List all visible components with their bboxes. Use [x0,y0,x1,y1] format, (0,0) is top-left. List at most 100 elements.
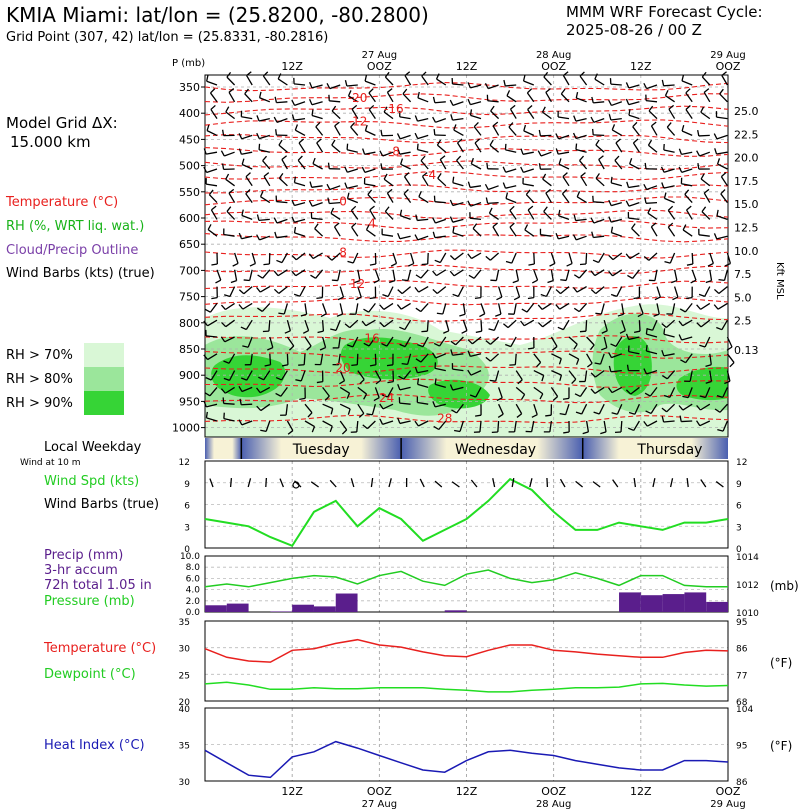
wind-barb-shaft [439,159,447,170]
wind-barb-flag [297,155,303,161]
wind-barb [449,269,464,277]
wind-barb-shaft [682,229,693,237]
wind-barb-flag [387,188,393,194]
wind-barb-flag [654,296,661,301]
wind-barb [396,302,411,310]
wind-barb-shaft [550,336,558,347]
wind-barb-shaft [281,159,288,170]
wind-barb-flag [326,83,331,89]
heat-index-label: Heat Index (°C) [44,738,145,753]
wind-barb-shaft [241,134,253,140]
wind-barb-flag [274,231,278,238]
wind-barb-flag [610,226,614,233]
wind-barb-flag [586,362,593,368]
wind-barb-flag [432,116,437,123]
wind-barb [311,109,323,120]
wind-barb-shaft [514,353,517,365]
wind-barb-flag [467,200,472,207]
wind-barb [364,124,376,136]
isotherm-label: -4 [424,168,436,182]
wind-barb-shaft [507,319,517,329]
wind-barb-shaft [526,92,535,103]
wind-barb [579,252,588,266]
wind-barb-shaft [392,269,396,281]
legend-wind: Wind Barbs (kts) (true) [6,266,155,281]
isotherm-line [204,160,729,170]
wind-speed-tick-right: 6 [736,502,742,512]
wind-barb [643,368,658,375]
wind-barb [316,286,324,299]
wind-barb [560,269,570,282]
wind-barb-shaft [611,353,623,359]
bottom-time-label: 12Z [456,785,478,798]
wind-barb [724,252,732,267]
wind-barb [713,302,728,310]
pressure-tick-label: 950 [179,395,200,408]
wind-barb-shaft [497,420,500,433]
wind-barb [647,139,658,153]
wind-barb-flag [415,214,418,221]
wind-barb-shaft [550,269,554,281]
wind-barb [286,336,295,351]
wind-barb-shaft [426,320,429,332]
wind-barb-shaft [206,168,218,174]
wind-barb-flag [591,96,594,104]
wind-barb [663,143,675,153]
wind-barb [206,124,218,136]
wind-barb-flag [625,82,630,89]
wind-barb-shaft [399,151,411,155]
wind-barb-shaft [314,228,324,237]
wind-barb-flag [697,129,700,137]
wind-barb-flag [449,216,454,223]
wind-barb [643,252,658,261]
wind-barb [497,403,504,418]
wind-barb [347,252,359,264]
wind-barb-flag [418,191,422,198]
wind-barb-shaft [700,403,711,411]
wind-barb-flag [705,280,712,284]
wind-barb-shaft [681,151,693,156]
height-tick-label: 7.5 [734,268,752,281]
pressure-tick-label: 750 [179,291,200,304]
wind-barb [293,286,306,297]
wind-barb-shaft [295,129,306,136]
wind-barb-flag [344,80,348,87]
wind-barb-shaft [704,336,711,348]
wind-barb [573,269,588,279]
wind-barb-shaft [646,369,658,375]
wind-barb-flag [256,234,261,241]
wind-barb-flag [302,330,309,334]
wind-barb-flag [450,349,454,356]
wind-barb-flag [468,274,475,279]
wind-barb [713,133,728,140]
wind-barb [304,403,313,418]
wind-barb-flag [685,88,691,94]
precip-bar [444,610,467,612]
wind-barb [418,191,429,204]
wind-barb [262,320,271,333]
wind-barb-flag [573,307,580,313]
wind-barb-shaft [490,110,500,120]
wind-barb [381,336,394,347]
wind-barb-shaft [620,420,623,433]
wind-barb [645,403,658,415]
bottom-time-label: OOZ [541,785,566,798]
wind-barb [610,226,623,237]
wind-barb-shaft [337,353,341,365]
wind-barb-shaft [452,353,464,356]
wind-barb-flag [397,417,401,424]
wind-barb-shaft [498,403,504,415]
wind-barb-shaft [350,126,359,136]
wind-barb-flag [615,138,621,144]
wind-barb [555,133,570,140]
wind-barb [582,420,590,435]
isotherm-line [204,119,729,129]
wind-barb-flag [459,313,466,317]
wind-barb-flag [273,270,279,277]
wind-barb-flag [432,352,437,359]
wind-barb [242,336,253,348]
wind-barb-flag [238,232,243,239]
wind-barb-shaft [383,178,394,187]
wind-barb-shaft [346,149,358,153]
wind-barb-flag [467,181,471,188]
